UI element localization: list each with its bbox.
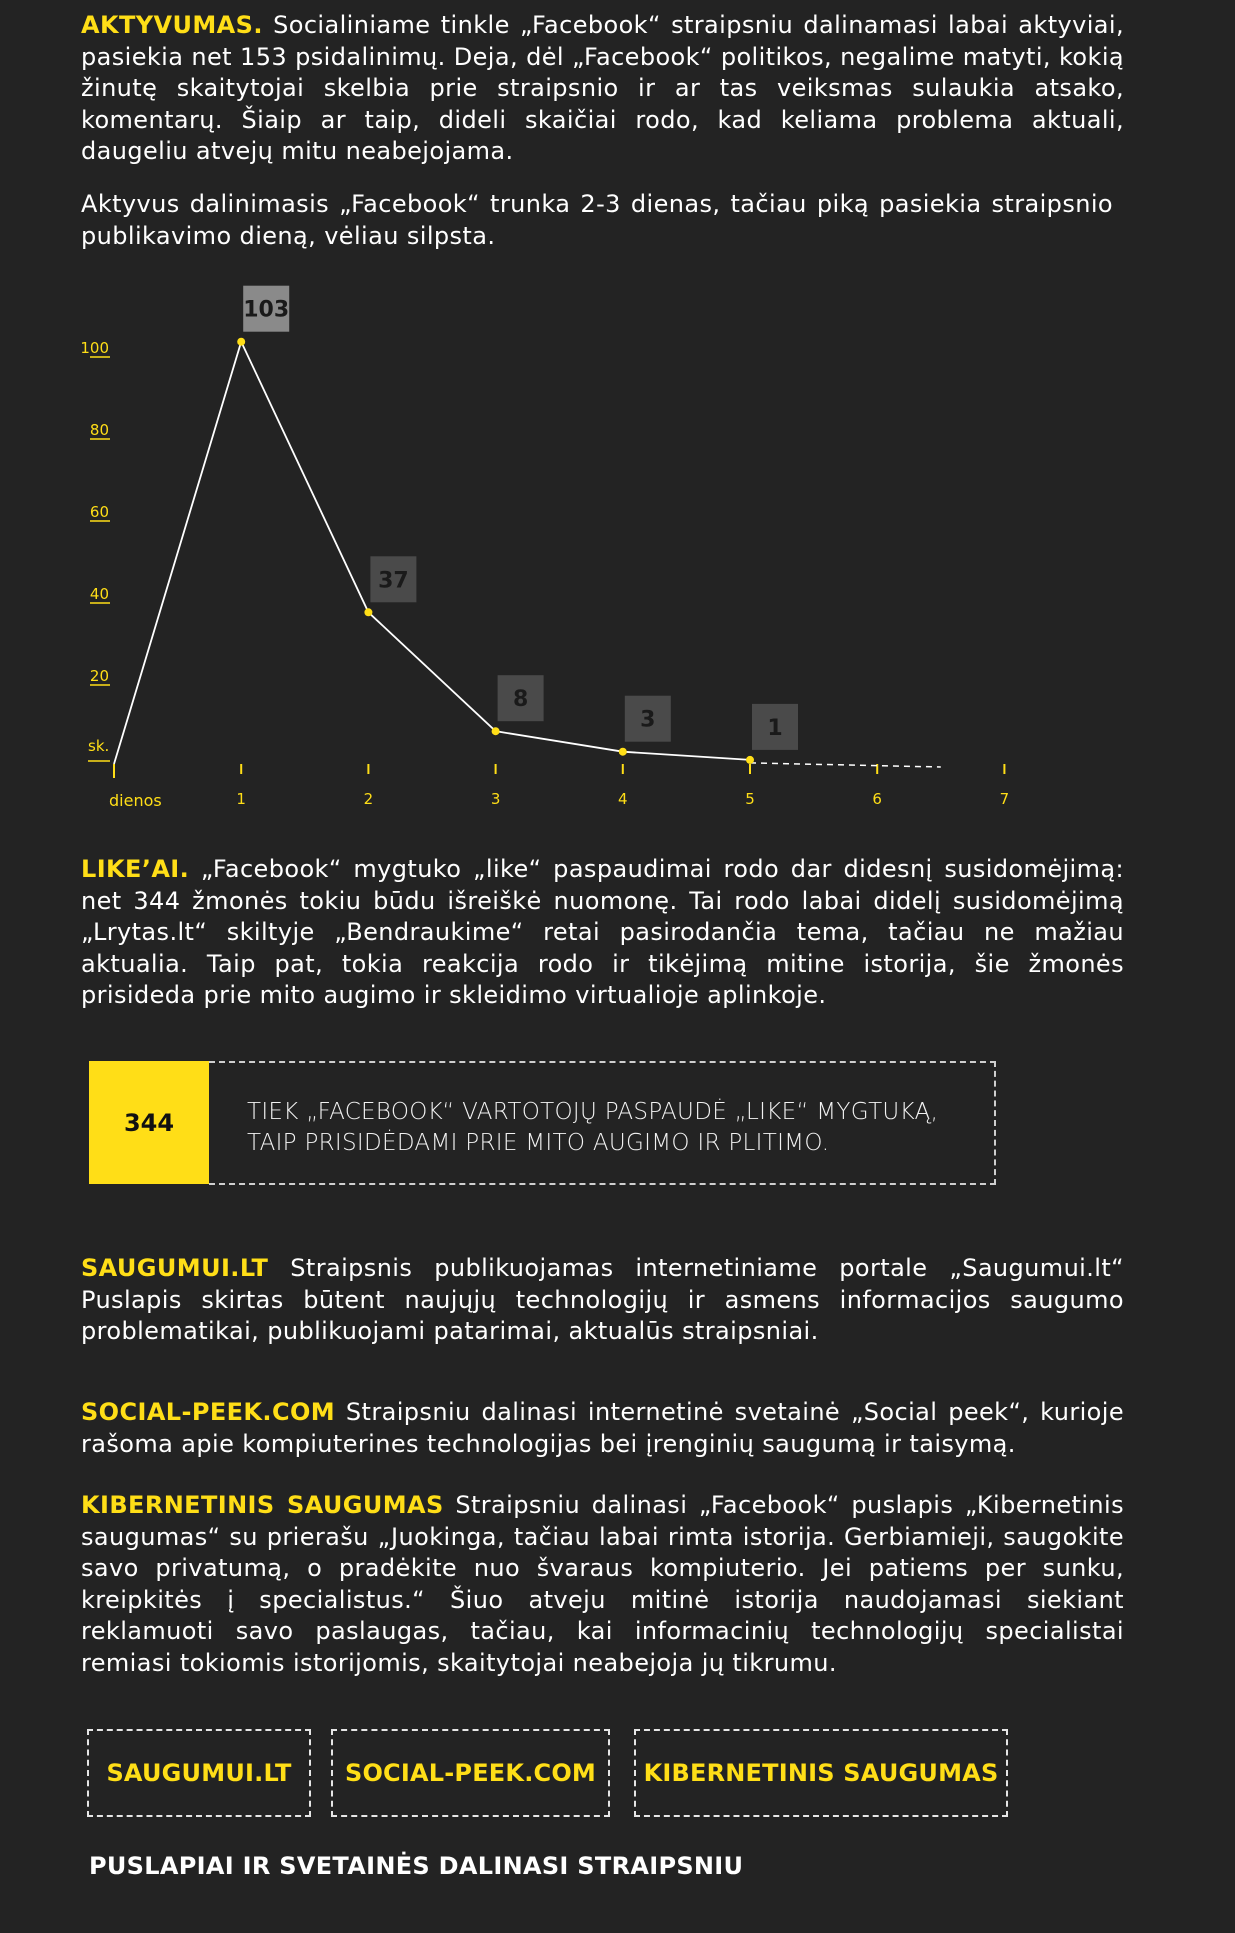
x-axis-label: dienos bbox=[109, 791, 162, 810]
footer-caption: PUSLAPIAI IR SVETAINĖS DALINASI STRAIPSN… bbox=[89, 1852, 744, 1880]
likes-paragraph: LIKE’AI. „Facebook“ mygtuko „like“ paspa… bbox=[81, 854, 1124, 1012]
likes-lead: LIKE’AI. bbox=[81, 855, 190, 883]
x-tick-label: 1 bbox=[236, 790, 246, 808]
x-tick-label: 3 bbox=[491, 790, 501, 808]
data-label-box bbox=[370, 556, 417, 603]
data-label: 37 bbox=[378, 568, 409, 593]
kiber-text: Straipsniu dalinasi „Facebook“ puslapis … bbox=[81, 1491, 1124, 1677]
y-tick-label: 100 bbox=[80, 339, 109, 357]
y-tick-label: 20 bbox=[90, 667, 109, 685]
data-label: 103 bbox=[243, 298, 289, 323]
y-axis-label: sk. bbox=[88, 737, 109, 755]
data-label: 3 bbox=[640, 708, 655, 733]
intro-text: Socialiniame tinkle „Facebook“ straipsni… bbox=[81, 11, 1124, 165]
likes-text: „Facebook“ mygtuko „like“ paspaudimai ro… bbox=[81, 855, 1124, 1009]
series-line bbox=[113, 339, 751, 765]
data-label-box bbox=[497, 675, 544, 722]
socialpeek-lead: SOCIAL-PEEK.COM bbox=[81, 1398, 336, 1426]
data-point bbox=[364, 608, 373, 617]
x-tick-label: 7 bbox=[1000, 790, 1010, 808]
intro-lead: AKTYVUMAS. bbox=[81, 11, 263, 39]
y-tick-label: 60 bbox=[90, 503, 109, 521]
shares-line-chart: 20 40 60 80 100 sk. 1 2 3 4 5 6 7 dienos 103 37 8 3 1 bbox=[80, 285, 1010, 810]
tag-kibernetinis: KIBERNETINIS SAUGUMAS bbox=[634, 1729, 1008, 1817]
kiber-paragraph: KIBERNETINIS SAUGUMAS Straipsniu dalinas… bbox=[81, 1490, 1124, 1679]
x-tick-label: 4 bbox=[618, 790, 628, 808]
saugumui-text: Straipsnis publikuojamas internetiniame … bbox=[81, 1254, 1124, 1345]
x-tick-label: 6 bbox=[872, 790, 882, 808]
data-point bbox=[491, 727, 500, 736]
data-label: 8 bbox=[513, 687, 528, 712]
intro2-text: Aktyvus dalinimasis „Facebook“ trunka 2-… bbox=[81, 190, 1113, 250]
data-label-box bbox=[624, 695, 671, 742]
data-point bbox=[237, 337, 246, 346]
data-point bbox=[618, 747, 627, 756]
tag-social-peek: SOCIAL-PEEK.COM bbox=[331, 1729, 610, 1817]
data-point bbox=[746, 755, 754, 764]
intro2-paragraph: Aktyvus dalinimasis „Facebook“ trunka 2-… bbox=[81, 189, 1113, 252]
likes-callout: 344 TIEK „FACEBOOK“ VARTOTOJŲ PASPAUDĖ „… bbox=[89, 1061, 996, 1185]
tag-saugumui: SAUGUMUI.LT bbox=[87, 1729, 311, 1817]
saugumui-paragraph: SAUGUMUI.LT Straipsnis publikuojamas int… bbox=[81, 1253, 1124, 1348]
saugumui-lead: SAUGUMUI.LT bbox=[81, 1254, 269, 1282]
data-label-box bbox=[752, 703, 798, 750]
projection-line bbox=[749, 762, 941, 768]
kiber-lead: KIBERNETINIS SAUGUMAS bbox=[81, 1491, 444, 1519]
x-tick-label: 2 bbox=[364, 790, 374, 808]
socialpeek-paragraph: SOCIAL-PEEK.COM Straipsniu dalinasi inte… bbox=[81, 1397, 1124, 1460]
data-label: 1 bbox=[767, 716, 782, 741]
likes-count-box: 344 bbox=[89, 1061, 209, 1184]
intro-paragraph: AKTYVUMAS. Socialiniame tinkle „Facebook… bbox=[81, 10, 1124, 168]
socialpeek-text: Straipsniu dalinasi internetinė svetainė… bbox=[81, 1398, 1124, 1458]
y-tick-label: 80 bbox=[90, 421, 109, 439]
data-label-box bbox=[243, 285, 290, 332]
x-tick-label: 5 bbox=[745, 790, 755, 808]
callout-frame bbox=[209, 1061, 996, 1185]
callout-text: TIEK „FACEBOOK“ VARTOTOJŲ PASPAUDĖ „LIKE… bbox=[247, 1099, 939, 1156]
y-tick-label: 40 bbox=[90, 585, 109, 603]
